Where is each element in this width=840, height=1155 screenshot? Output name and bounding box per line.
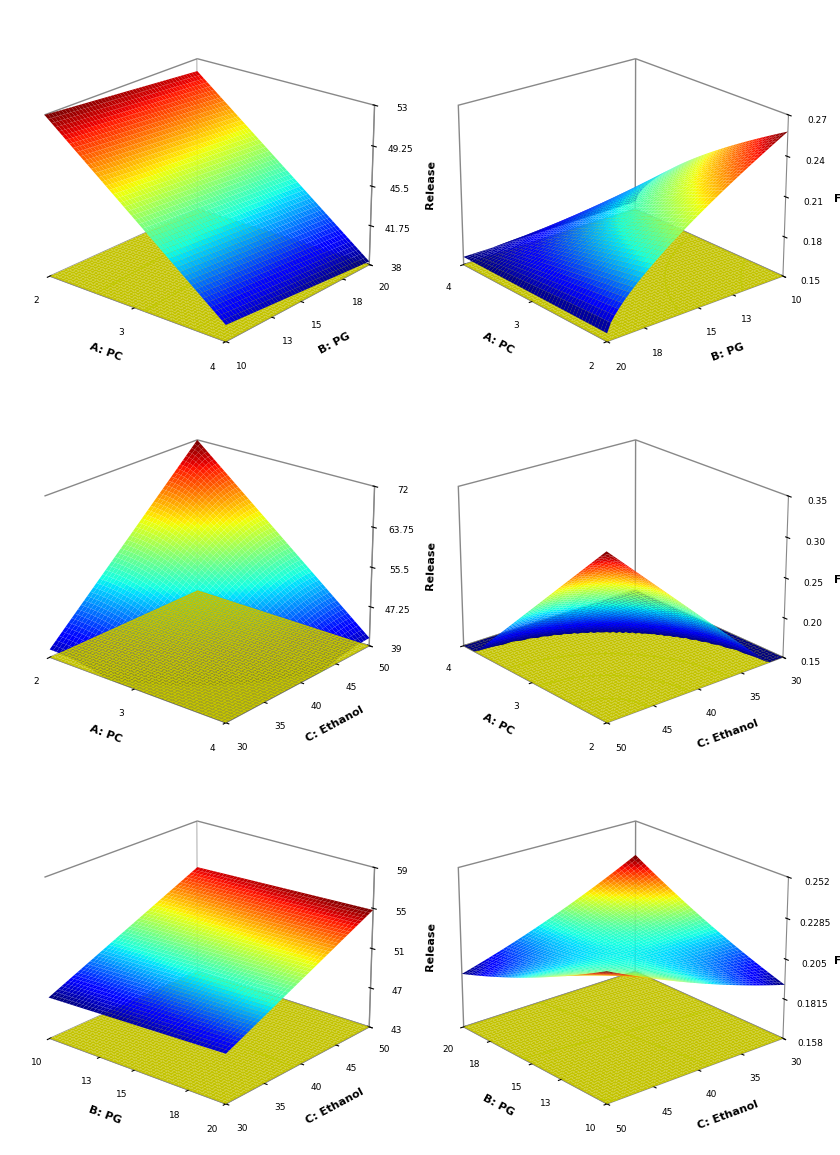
X-axis label: A: PC: A: PC [88, 723, 123, 744]
X-axis label: A: PC: A: PC [480, 331, 515, 356]
Y-axis label: B: PG: B: PG [710, 342, 745, 363]
X-axis label: B: PG: B: PG [480, 1094, 515, 1118]
Y-axis label: B: PG: B: PG [318, 331, 352, 356]
Y-axis label: C: Ethanol: C: Ethanol [304, 1086, 365, 1125]
Y-axis label: C: Ethanol: C: Ethanol [696, 717, 759, 750]
X-axis label: B: PG: B: PG [87, 1104, 123, 1125]
Y-axis label: C: Ethanol: C: Ethanol [304, 705, 365, 744]
X-axis label: A: PC: A: PC [88, 342, 123, 363]
X-axis label: A: PC: A: PC [480, 713, 515, 737]
Y-axis label: C: Ethanol: C: Ethanol [696, 1098, 759, 1131]
